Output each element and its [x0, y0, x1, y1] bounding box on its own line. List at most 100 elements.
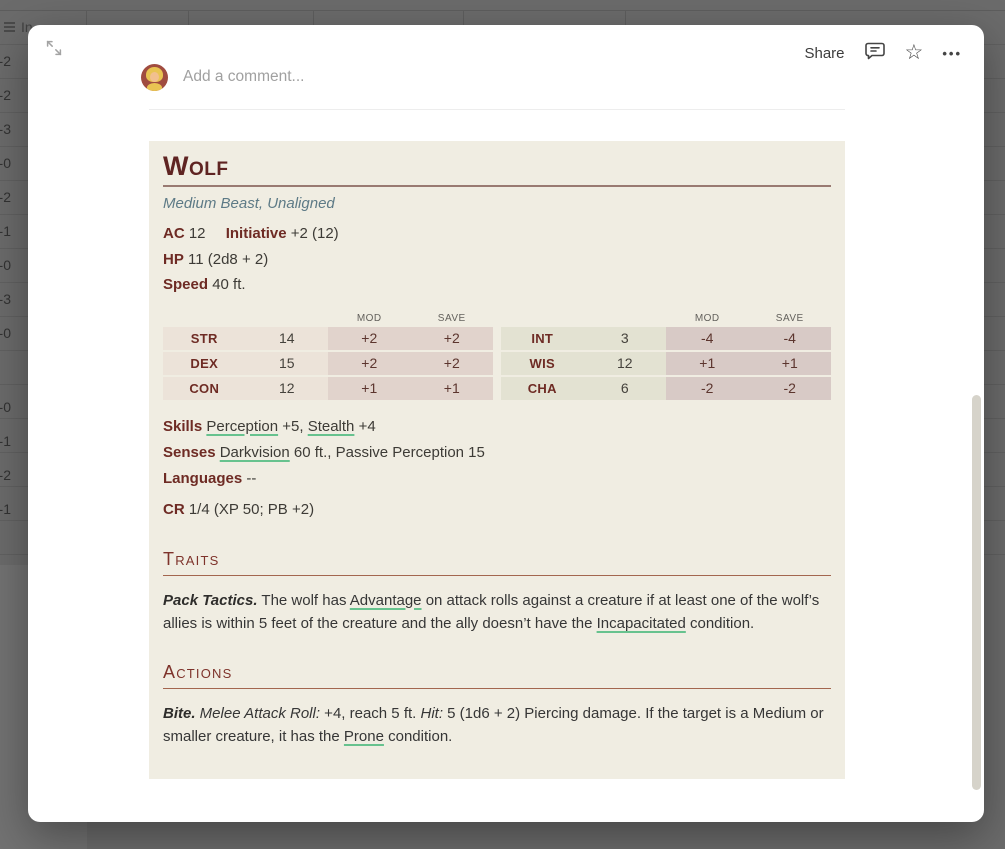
hp-value: 11 (2d8 + 2)	[188, 250, 269, 268]
ability-mod: +2	[328, 351, 411, 375]
list-icon	[4, 20, 15, 34]
table-cell-value: -0	[0, 257, 11, 273]
table-cell-value: -0	[0, 155, 11, 171]
ability-name: STR	[163, 326, 246, 350]
creature-type: Medium Beast, Unaligned	[163, 195, 335, 213]
modal-toolbar: Share ☆ •••	[804, 40, 962, 66]
ability-score: 6	[583, 376, 666, 400]
ac-initiative-line: AC 12 Initiative +2 (12)	[163, 221, 831, 247]
trait-text: The wolf has	[257, 591, 350, 609]
trait-pack-tactics: Pack Tactics. The wolf has Advantage on …	[163, 589, 831, 636]
mod-header: MOD	[356, 312, 382, 324]
attack-type: Melee Attack Roll:	[195, 704, 321, 722]
skills-line: Skills Perception +5, Stealth +4	[163, 414, 831, 440]
comment-placeholder: Add a comment...	[183, 68, 305, 85]
action-name: Bite.	[163, 704, 196, 722]
condition-link[interactable]: Prone	[343, 728, 384, 746]
trait-name: Pack Tactics.	[163, 591, 258, 609]
ability-table-header: MOD SAVE	[163, 309, 493, 324]
ability-save: +1	[410, 376, 493, 400]
ability-name: WIS	[501, 351, 584, 375]
background-table-top-border	[0, 10, 1005, 11]
table-cell-value	[0, 350, 11, 384]
sense-link[interactable]: Darkvision	[219, 443, 290, 461]
skills-senses-block: Skills Perception +5, Stealth +4 Senses …	[163, 414, 831, 492]
hit-label: Hit:	[420, 704, 444, 722]
senses-label: Senses	[163, 443, 216, 461]
skills-label: Skills	[163, 417, 203, 435]
ability-table-header: MOD SAVE	[501, 309, 831, 324]
ability-score: 3	[583, 326, 666, 350]
action-text: +4, reach 5 ft.	[320, 704, 421, 722]
modal-scrollbar[interactable]	[972, 395, 981, 790]
trait-text: condition.	[685, 615, 755, 633]
ability-name: CHA	[501, 376, 584, 400]
languages-label: Languages	[163, 469, 243, 487]
expand-icon[interactable]	[44, 38, 64, 58]
table-column-header: In	[4, 11, 33, 43]
table-cell-value: -2	[0, 87, 11, 103]
table-cell-value: -1	[0, 433, 11, 449]
ability-mod: +2	[328, 326, 411, 350]
skill-link[interactable]: Stealth	[307, 417, 355, 435]
ability-name: INT	[501, 326, 584, 350]
ability-save: +2	[410, 326, 493, 350]
share-button[interactable]: Share	[804, 44, 845, 62]
skills-text: +4	[354, 417, 376, 435]
mod-header: MOD	[694, 312, 720, 324]
initiative-value: +2 (12)	[290, 225, 339, 243]
skills-text: +5,	[278, 417, 308, 435]
add-comment-field[interactable]: Add a comment...	[141, 61, 304, 93]
ability-table-mental: MOD SAVE INT 3 -4 -4 WIS 12 +1 +1 CHA 6 …	[501, 309, 831, 400]
senses-line: Senses Darkvision 60 ft., Passive Percep…	[163, 440, 831, 466]
cr-value: 1/4 (XP 50; PB +2)	[188, 500, 315, 518]
table-cell-value: -1	[0, 501, 11, 517]
ability-mod: -4	[666, 326, 749, 350]
table-cell-value: -0	[0, 325, 11, 341]
traits-heading: Traits	[163, 549, 831, 576]
favorite-star-icon[interactable]: ☆	[904, 41, 924, 64]
ability-score: 14	[245, 326, 328, 350]
comments-icon[interactable]	[864, 40, 886, 66]
ability-mod: -2	[666, 376, 749, 400]
divider	[149, 109, 845, 110]
ability-name: CON	[163, 376, 246, 400]
table-cell-value: -3	[0, 121, 11, 137]
more-options-icon[interactable]: •••	[942, 45, 962, 61]
speed-line: Speed 40 ft.	[163, 272, 831, 298]
page-peek-modal: Share ☆ ••• Add a comment... Wolf Medium…	[28, 25, 984, 822]
action-text: 5 (1d6 + 2) Piercing damage. If the targ…	[163, 704, 824, 746]
save-header: SAVE	[775, 312, 804, 324]
stat-block-card: Wolf Medium Beast, Unaligned AC 12 Initi…	[149, 141, 845, 779]
save-header: SAVE	[437, 312, 466, 324]
ability-save: -4	[748, 326, 831, 350]
ability-name: DEX	[163, 351, 246, 375]
table-cell-value: -3	[0, 291, 11, 307]
initiative-label: Initiative	[225, 225, 287, 243]
ability-save: -2	[748, 376, 831, 400]
action-text: condition.	[383, 728, 453, 746]
ac-label: AC	[163, 225, 185, 243]
table-cell-value: -1	[0, 223, 11, 239]
ability-mod: +1	[666, 351, 749, 375]
cr-line: CR 1/4 (XP 50; PB +2)	[163, 497, 831, 523]
ability-score: 12	[245, 376, 328, 400]
table-cell-value: -2	[0, 189, 11, 205]
senses-text: 60 ft., Passive Perception 15	[289, 443, 485, 461]
trait-text: on attack rolls against a creature if at…	[163, 591, 820, 633]
ability-score: 15	[245, 351, 328, 375]
skill-link[interactable]: Perception	[206, 417, 279, 435]
languages-line: Languages --	[163, 466, 831, 492]
table-cell-value: -0	[0, 399, 11, 415]
speed-value: 40 ft.	[212, 276, 246, 294]
ability-save: +1	[748, 351, 831, 375]
condition-link[interactable]: Incapacitated	[596, 615, 686, 633]
rule-link[interactable]: Advantage	[349, 591, 422, 609]
ability-save: +2	[410, 351, 493, 375]
column-header-label: In	[21, 19, 33, 35]
ability-mod: +1	[328, 376, 411, 400]
cr-label: CR	[163, 500, 185, 518]
ability-table-physical: MOD SAVE STR 14 +2 +2 DEX 15 +2 +2 CON 1…	[163, 309, 493, 400]
ac-value: 12	[188, 225, 206, 243]
hp-label: HP	[163, 250, 184, 268]
